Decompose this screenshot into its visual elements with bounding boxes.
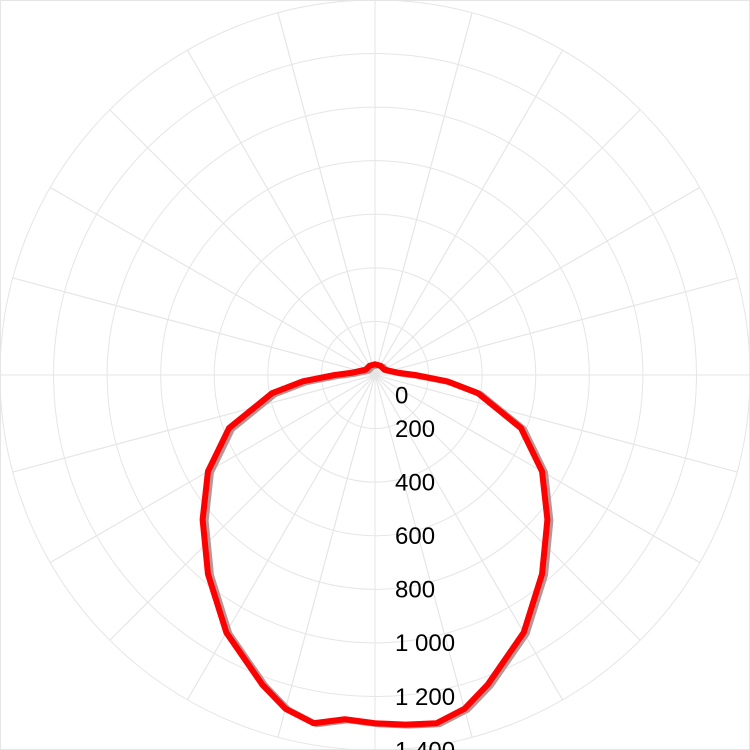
radial-tick-label: 800 [395,577,435,604]
radial-tick-label: 400 [395,470,435,497]
radial-tick-label: 1 400 [395,737,455,750]
angle-ray [13,375,375,472]
angle-ray [375,50,563,375]
radial-tick-label: 600 [395,523,435,550]
radial-tick-label: 1 200 [395,684,455,711]
radial-tick-label: 1 000 [395,630,455,657]
radial-tick-label: 0 [395,382,408,409]
angle-ray [375,13,472,375]
angle-ray [375,278,737,375]
angle-ray [375,187,700,375]
grid [0,0,750,750]
axis-labels: 0 200 400 600 800 1 000 1 200 1 400 [395,382,455,750]
angle-ray [278,13,375,375]
angle-ray [375,110,640,375]
angle-ray [50,187,375,375]
polar-photometric-chart: 0 200 400 600 800 1 000 1 200 1 400 [0,0,750,750]
angle-ray [278,375,375,737]
angle-ray [110,110,375,375]
angle-ray [187,375,375,700]
angle-ray [187,50,375,375]
series [203,364,551,725]
angle-ray [13,278,375,375]
radial-tick-label: 200 [395,416,435,443]
